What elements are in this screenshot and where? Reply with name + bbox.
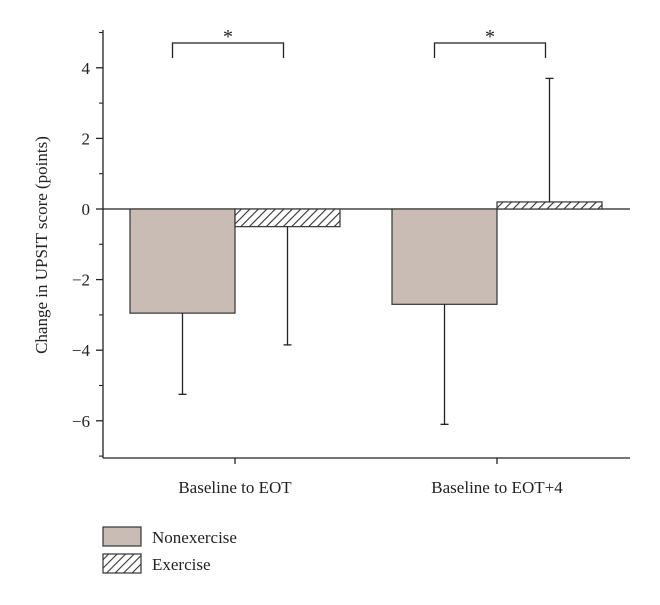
y-tick-label: 2 bbox=[82, 129, 91, 148]
y-tick-label: −2 bbox=[72, 271, 90, 290]
significance-bracket bbox=[171, 42, 285, 58]
bar-exercise bbox=[496, 201, 603, 210]
x-category-label: Baseline to EOT bbox=[178, 478, 292, 497]
legend-label: Exercise bbox=[152, 555, 211, 574]
legend-label: Nonexercise bbox=[152, 528, 237, 547]
legend: Nonexercise Exercise bbox=[102, 526, 237, 574]
legend-swatch bbox=[102, 526, 142, 547]
y-tick-label: 0 bbox=[82, 200, 91, 219]
bar-nonexercise bbox=[391, 208, 498, 305]
y-tick-label: −6 bbox=[72, 412, 90, 431]
legend-swatch bbox=[102, 553, 142, 574]
y-axis-title: Change in UPSIT score (points) bbox=[32, 136, 51, 354]
significance-star: * bbox=[223, 26, 233, 48]
x-category-label: Baseline to EOT+4 bbox=[431, 478, 563, 497]
bar-nonexercise bbox=[129, 208, 236, 314]
y-tick-label: −4 bbox=[72, 341, 91, 360]
y-tick-label: 4 bbox=[82, 59, 91, 78]
plot-area: −6 −4 −2 0 2 4 Change in UPSIT score (points) B… bbox=[32, 26, 630, 497]
significance-bracket bbox=[433, 42, 547, 58]
bar-exercise bbox=[234, 208, 341, 228]
significance-star: * bbox=[485, 26, 495, 48]
